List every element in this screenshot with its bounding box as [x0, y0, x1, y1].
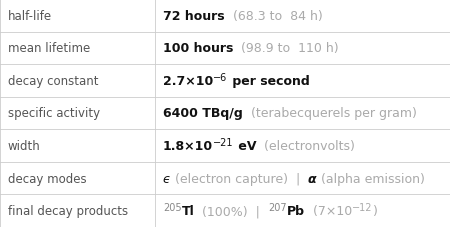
Text: half-life: half-life	[8, 10, 52, 23]
Text: (terabecquerels per gram): (terabecquerels per gram)	[243, 107, 417, 120]
Text: (98.9 to  110 h): (98.9 to 110 h)	[234, 42, 339, 55]
Text: (electronvolts): (electronvolts)	[256, 139, 355, 152]
Text: −6: −6	[213, 73, 228, 83]
Text: Pb: Pb	[287, 204, 305, 217]
Text: 2.7×10: 2.7×10	[163, 75, 213, 88]
Text: width: width	[8, 139, 41, 152]
Text: α: α	[308, 172, 317, 185]
Text: (electron capture)  |: (electron capture) |	[171, 172, 308, 185]
Text: (7×10: (7×10	[305, 204, 352, 217]
Text: final decay products: final decay products	[8, 204, 128, 217]
Text: 1.8×10: 1.8×10	[163, 139, 213, 152]
Text: ϵ: ϵ	[163, 172, 171, 185]
Text: mean lifetime: mean lifetime	[8, 42, 90, 55]
Text: per second: per second	[228, 75, 309, 88]
Text: −12: −12	[352, 202, 373, 212]
Text: 207: 207	[268, 202, 287, 212]
Text: (68.3 to  84 h): (68.3 to 84 h)	[225, 10, 322, 23]
Text: eV: eV	[234, 139, 256, 152]
Text: 72 hours: 72 hours	[163, 10, 225, 23]
Text: (alpha emission): (alpha emission)	[317, 172, 424, 185]
Text: specific activity: specific activity	[8, 107, 100, 120]
Text: −21: −21	[213, 138, 234, 147]
Text: decay modes: decay modes	[8, 172, 86, 185]
Text: (100%)  |: (100%) |	[194, 204, 268, 217]
Text: 6400 TBq/g: 6400 TBq/g	[163, 107, 243, 120]
Text: ): )	[373, 204, 378, 217]
Text: 205: 205	[163, 202, 182, 212]
Text: 100 hours: 100 hours	[163, 42, 234, 55]
Text: Tl: Tl	[182, 204, 194, 217]
Text: decay constant: decay constant	[8, 75, 99, 88]
